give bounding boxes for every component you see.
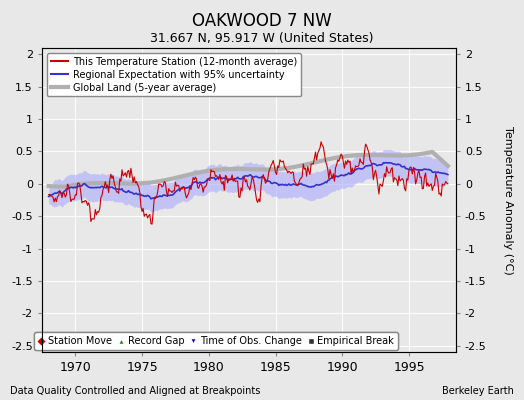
- Text: OAKWOOD 7 NW: OAKWOOD 7 NW: [192, 12, 332, 30]
- Text: Berkeley Earth: Berkeley Earth: [442, 386, 514, 396]
- Text: Data Quality Controlled and Aligned at Breakpoints: Data Quality Controlled and Aligned at B…: [10, 386, 261, 396]
- Legend: Station Move, Record Gap, Time of Obs. Change, Empirical Break: Station Move, Record Gap, Time of Obs. C…: [34, 332, 398, 350]
- Text: 31.667 N, 95.917 W (United States): 31.667 N, 95.917 W (United States): [150, 32, 374, 45]
- Y-axis label: Temperature Anomaly (°C): Temperature Anomaly (°C): [504, 126, 514, 274]
